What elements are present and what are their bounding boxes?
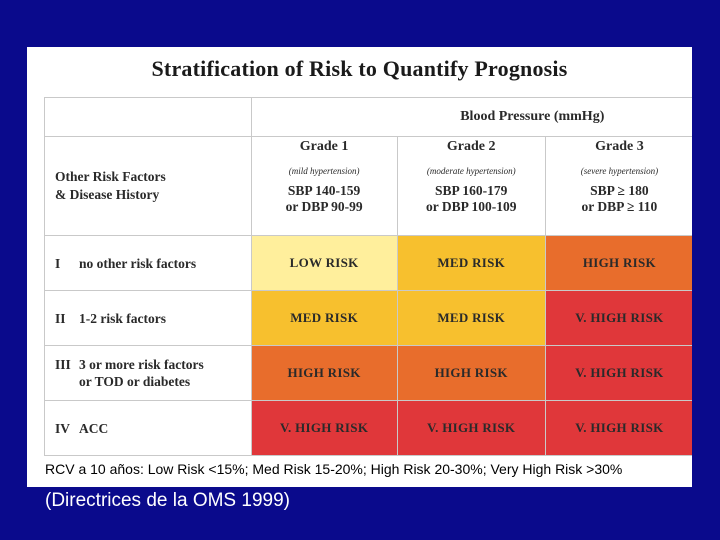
row-label-3: III 3 or more risk factors or TOD or diab… [44, 345, 252, 401]
risk-cell: HIGH RISK [396, 345, 546, 401]
row-label-2: II 1-2 risk factors [44, 290, 252, 346]
factors-header-line1: Other Risk Factors [55, 169, 166, 184]
slide-title: Stratification of Risk to Quantify Progn… [151, 56, 568, 81]
slide-panel: Stratification of Risk to Quantify Progn… [27, 47, 692, 487]
risk-cell: V. HIGH RISK [544, 400, 692, 456]
grade-2-dbp: or DBP 100-109 [425, 199, 517, 214]
row-num-4: IV [55, 420, 71, 436]
row-text-2: 1-2 risk factors [79, 310, 166, 326]
row-text-4: ACC [79, 420, 109, 436]
grade-1-sbp: SBP 140-159 [287, 183, 361, 198]
row-text-3b: or TOD or diabetes [79, 374, 191, 389]
grade-3-dbp: or DBP ≥ 110 [581, 199, 658, 214]
risk-cell: HIGH RISK [250, 345, 398, 401]
grade-2-header: Grade 2 (moderate hypertension) SBP 160-… [396, 136, 546, 236]
grade-2-name: Grade 2 [446, 139, 496, 154]
row-num-2: II [55, 310, 66, 326]
grade-3-name: Grade 3 [595, 139, 644, 154]
risk-cell: HIGH RISK [544, 235, 692, 291]
risk-cell: MED RISK [396, 235, 546, 291]
risk-cell: V. HIGH RISK [396, 400, 546, 456]
row-num-3: III [55, 357, 71, 372]
row-label-4: IV ACC [44, 400, 252, 456]
bp-header: Blood Pressure (mmHg) [250, 97, 692, 137]
row-text-3: 3 or more risk factors [79, 357, 204, 372]
factors-header-line2: & Disease History [55, 187, 160, 202]
risk-cell: LOW RISK [250, 235, 398, 291]
source-citation: (Directrices de la OMS 1999) [45, 490, 290, 511]
grade-1-name: Grade 1 [299, 139, 349, 154]
risk-table: Blood Pressure (mmHg) Other Risk Factors… [44, 97, 692, 456]
grade-3-sbp: SBP ≥ 180 [590, 183, 649, 198]
row-text-1: no other risk factors [79, 255, 197, 271]
grade-1-header: Grade 1 (mild hypertension) SBP 140-159 … [250, 136, 398, 236]
bp-header-label: Blood Pressure (mmHg) [460, 109, 605, 124]
risk-cell: V. HIGH RISK [250, 400, 398, 456]
risk-cell: MED RISK [250, 290, 398, 346]
blank-corner [44, 97, 252, 137]
risk-cell: MED RISK [396, 290, 546, 346]
grade-1-dbp: or DBP 90-99 [285, 199, 363, 214]
risk-cell: V. HIGH RISK [544, 345, 692, 401]
grade-2-sbp: SBP 160-179 [435, 183, 508, 198]
grade-2-sub: (moderate hypertension) [426, 166, 516, 176]
risk-cell: V. HIGH RISK [544, 290, 692, 346]
factors-header: Other Risk Factors & Disease History [44, 136, 252, 236]
grade-3-sub: (severe hypertension) [580, 166, 659, 176]
grade-3-header: Grade 3 (severe hypertension) SBP ≥ 180 … [544, 136, 692, 236]
risk-footnote: RCV a 10 años: Low Risk <15%; Med Risk 1… [45, 461, 623, 477]
row-num-1: I [55, 255, 61, 271]
grade-1-sub: (mild hypertension) [288, 166, 360, 176]
